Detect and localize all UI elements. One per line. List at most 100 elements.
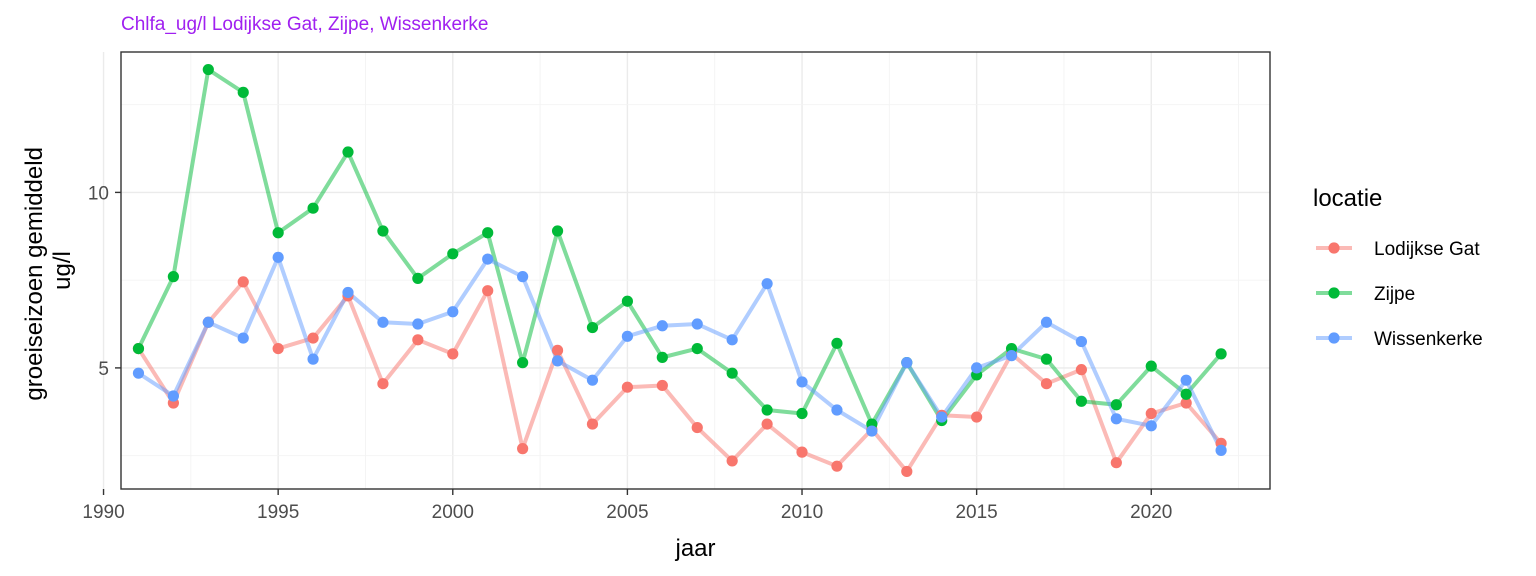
data-point-lodijkse-gat [412, 334, 424, 346]
data-point-lodijkse-gat [691, 421, 703, 434]
data-point-lodijkse-gat [831, 460, 843, 472]
data-point-wissenkerke [936, 411, 948, 423]
series-layer [132, 63, 1227, 478]
data-point-lodijkse-gat [796, 446, 808, 458]
data-point-wissenkerke [412, 318, 424, 330]
data-point-wissenkerke [1145, 420, 1157, 432]
data-point-lodijkse-gat [1145, 407, 1157, 420]
data-point-wissenkerke [1005, 350, 1018, 362]
data-point-wissenkerke [971, 362, 983, 374]
series-line-wissenkerke [137, 255, 1223, 452]
data-point-wissenkerke [656, 320, 668, 332]
data-point-zijpe [307, 202, 319, 214]
data-point-zijpe [377, 225, 389, 237]
data-point-lodijkse-gat [1180, 397, 1192, 409]
legend-key-point-zijpe [1328, 287, 1340, 299]
data-point-zijpe [447, 248, 459, 260]
data-point-lodijkse-gat [726, 455, 738, 467]
data-point-wissenkerke [866, 425, 878, 437]
data-point-lodijkse-gat [1040, 378, 1053, 390]
series-line-lodijkse-gat [136, 279, 1223, 474]
data-point-zijpe [621, 295, 633, 307]
data-point-zijpe [1075, 395, 1088, 407]
data-point-wissenkerke [447, 306, 459, 318]
data-point-lodijkse-gat [1110, 457, 1122, 469]
data-point-lodijkse-gat [517, 443, 529, 455]
data-point-zijpe [726, 367, 738, 379]
data-point-wissenkerke [307, 353, 319, 365]
data-point-wissenkerke [691, 318, 703, 330]
data-point-wissenkerke [342, 286, 354, 299]
data-point-zijpe [167, 271, 179, 283]
data-point-wissenkerke [377, 316, 389, 328]
data-point-lodijkse-gat [272, 342, 284, 355]
y-tick-label: 5 [98, 359, 109, 380]
legend-label-zijpe: Zijpe [1374, 284, 1415, 305]
x-tick-label: 2015 [955, 502, 997, 523]
data-point-zijpe [796, 407, 808, 420]
x-tick-label: 1990 [82, 502, 124, 523]
data-point-zijpe [761, 404, 773, 416]
data-point-lodijkse-gat [971, 411, 983, 423]
x-tick-label: 2010 [781, 502, 823, 523]
data-point-lodijkse-gat [1075, 364, 1088, 376]
x-tick-label: 2020 [1130, 502, 1172, 523]
data-point-wissenkerke [551, 355, 564, 367]
data-point-wissenkerke [761, 278, 773, 290]
data-point-zijpe [272, 227, 284, 239]
data-point-wissenkerke [237, 332, 249, 344]
y-tick-label: 10 [88, 183, 109, 204]
y-axis: 5 10 [88, 183, 121, 380]
data-point-zijpe [1215, 348, 1227, 360]
data-point-lodijkse-gat [656, 379, 668, 392]
data-point-zijpe [831, 337, 843, 349]
y-axis-title-line-1: groeiseizoen gemiddeld [21, 147, 48, 401]
data-point-wissenkerke [1110, 413, 1122, 425]
x-tick-label: 2005 [606, 502, 648, 523]
legend-key-point-lodijkse-gat [1328, 242, 1340, 254]
data-point-zijpe [342, 146, 354, 158]
chart-title: Chlfa_ug/l Lodijkse Gat, Zijpe, Wissenke… [121, 14, 489, 35]
data-point-lodijkse-gat [761, 418, 773, 430]
x-tick-label: 1995 [257, 502, 299, 523]
data-point-wissenkerke [796, 376, 808, 388]
data-point-lodijkse-gat [482, 285, 494, 297]
x-tick-label: 2000 [432, 502, 474, 523]
gridlines [102, 52, 1270, 489]
data-point-wissenkerke [272, 251, 284, 263]
data-point-zijpe [1040, 353, 1053, 365]
data-point-wissenkerke [1215, 444, 1227, 456]
legend-title: locatie [1313, 185, 1382, 212]
data-point-lodijkse-gat [621, 381, 633, 393]
legend-key-point-wissenkerke [1328, 332, 1340, 344]
data-point-lodijkse-gat [377, 378, 389, 390]
data-point-lodijkse-gat [901, 465, 913, 478]
data-point-wissenkerke [621, 330, 633, 342]
data-point-zijpe [551, 225, 564, 237]
y-axis-title: groeiseizoen gemiddeld ug/l [21, 140, 76, 400]
data-point-zijpe [1110, 399, 1122, 411]
data-point-zijpe [412, 272, 424, 284]
plot-border [120, 51, 1271, 490]
data-point-zijpe [1145, 360, 1157, 372]
data-point-wissenkerke [517, 271, 529, 283]
data-point-wissenkerke [1180, 374, 1192, 386]
data-point-lodijkse-gat [307, 332, 319, 344]
data-point-lodijkse-gat [551, 344, 564, 356]
legend: locatie Lodijkse Gat Zijpe Wissenkerke [1313, 185, 1483, 350]
data-point-lodijkse-gat [237, 276, 249, 288]
series-line-zijpe [136, 67, 1223, 427]
data-point-zijpe [1180, 388, 1192, 400]
data-point-wissenkerke [132, 367, 145, 379]
data-point-lodijkse-gat [586, 418, 599, 430]
data-point-wissenkerke [1040, 316, 1053, 328]
data-point-zijpe [482, 227, 494, 239]
data-point-zijpe [656, 351, 668, 363]
data-point-wissenkerke [726, 334, 738, 346]
data-point-zijpe [517, 357, 529, 369]
data-point-wissenkerke [202, 316, 214, 328]
legend-label-wissenkerke: Wissenkerke [1374, 329, 1483, 350]
plot-panel [121, 52, 1270, 489]
x-axis-title: jaar [674, 535, 715, 562]
